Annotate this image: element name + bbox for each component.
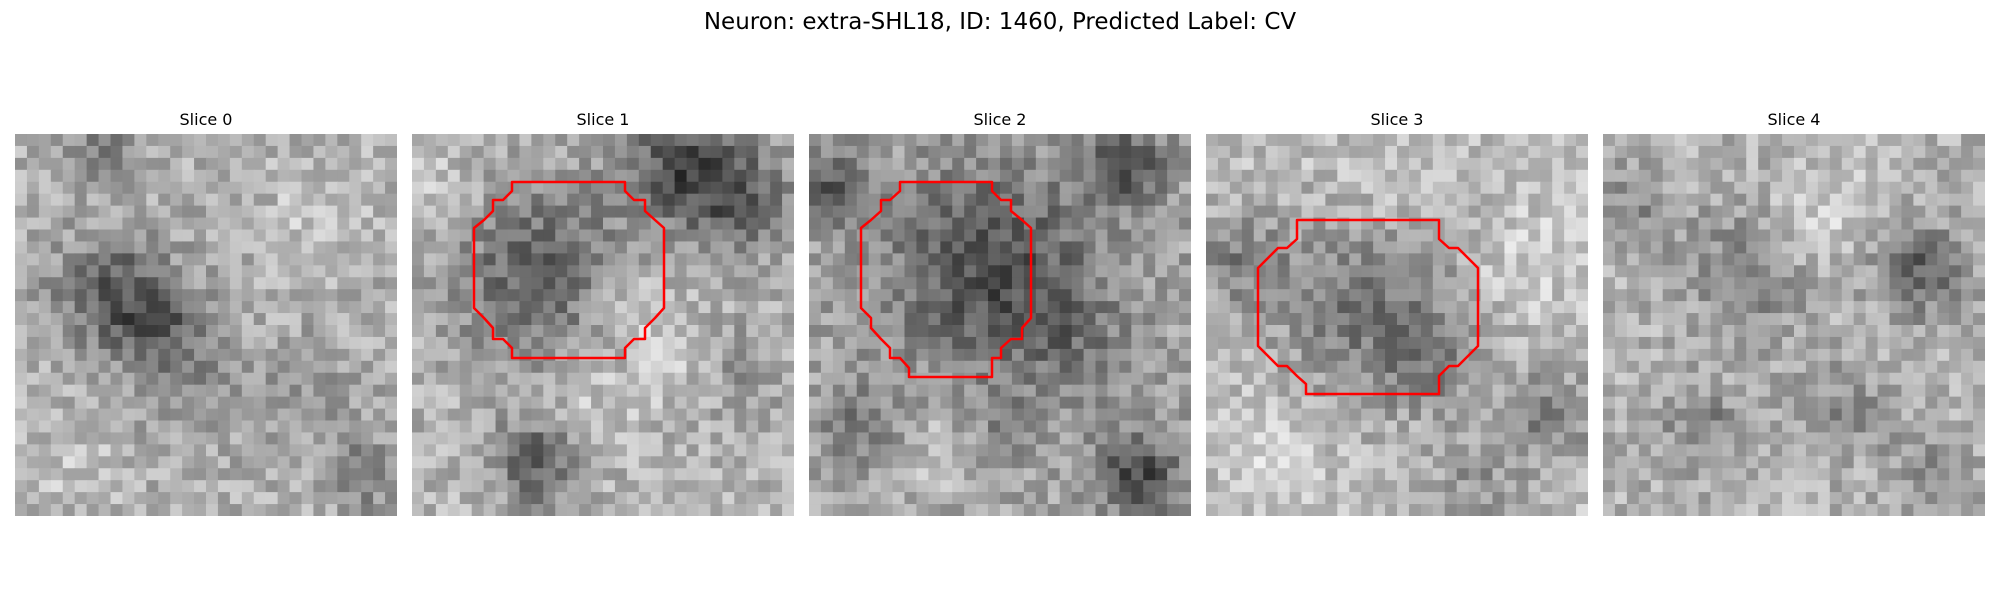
slice-1-image [412, 134, 794, 516]
slice-4-label: Slice 4 [1767, 110, 1821, 129]
slice-2-image [809, 134, 1191, 516]
slice-4-grayscale-pixels [1603, 134, 1985, 516]
slice-1-label: Slice 1 [576, 110, 630, 129]
slice-0-grayscale-pixels [15, 134, 397, 516]
figure-title: Neuron: extra-SHL18, ID: 1460, Predicted… [703, 9, 1297, 35]
slice-1-grayscale-pixels [412, 134, 794, 516]
slice-2-grayscale-pixels [809, 134, 1191, 516]
slice-3-label: Slice 3 [1370, 110, 1424, 129]
slice-2-label: Slice 2 [973, 110, 1027, 129]
slice-0-label: Slice 0 [179, 110, 233, 129]
slice-1-segmentation-outline [472, 180, 666, 360]
slice-3-image [1206, 134, 1588, 516]
slice-3-segmentation-outline [1256, 218, 1480, 396]
slice-0-image [15, 134, 397, 516]
slice-2-segmentation-outline [859, 180, 1033, 379]
slice-3-grayscale-pixels [1206, 134, 1588, 516]
slice-4-image [1603, 134, 1985, 516]
